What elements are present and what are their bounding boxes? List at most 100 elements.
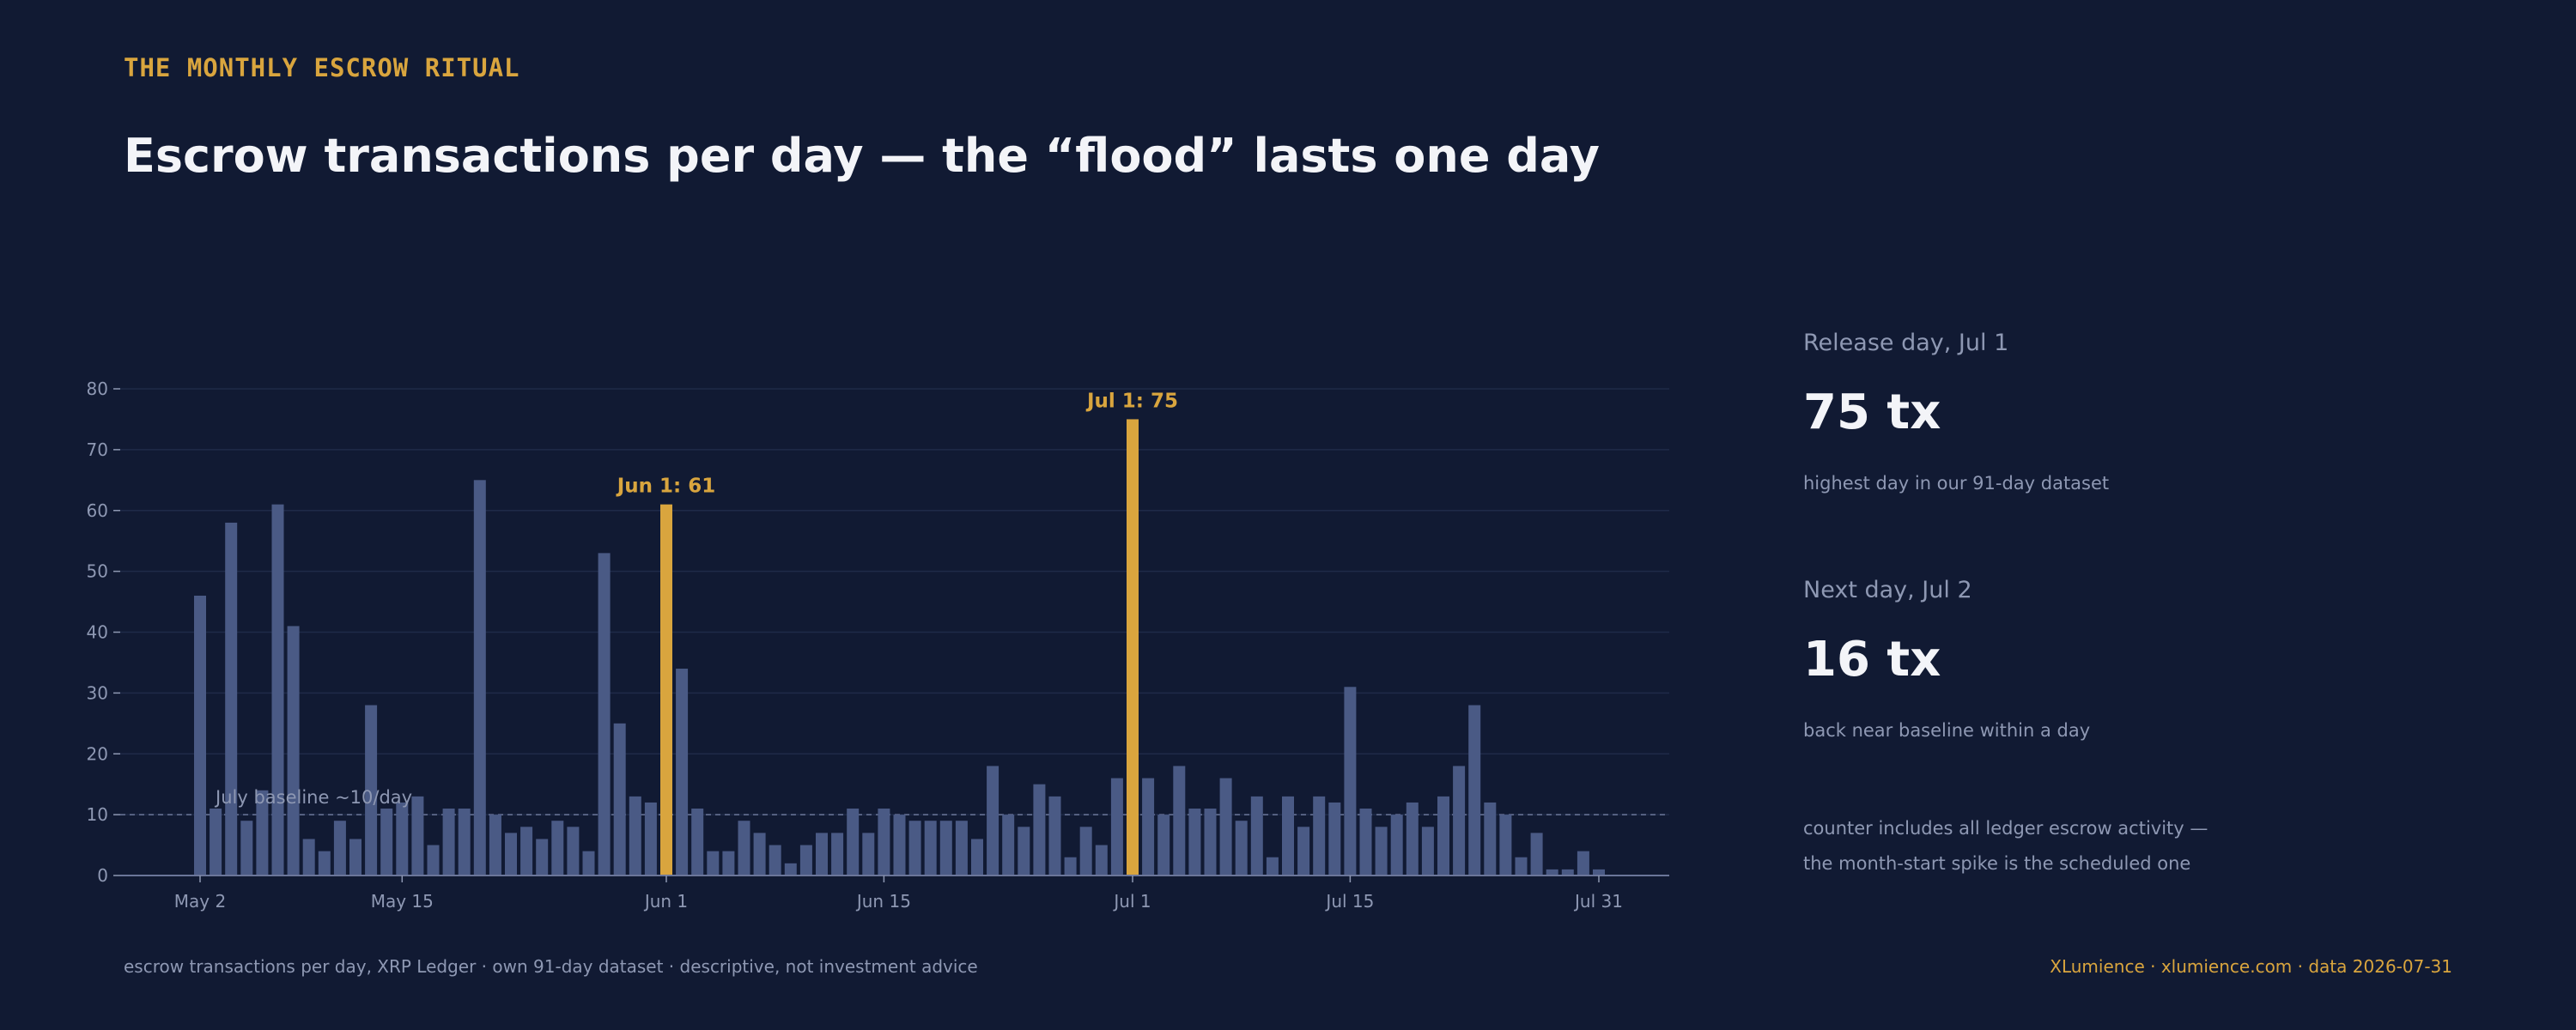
bar — [598, 553, 611, 876]
bar — [1577, 851, 1589, 876]
bar — [722, 851, 735, 876]
x-tick-label: Jun 1 — [643, 891, 688, 912]
bar — [1250, 796, 1263, 876]
footer-source: escrow transactions per day, XRP Ledger … — [124, 956, 978, 977]
bar — [1359, 809, 1372, 876]
bar — [489, 815, 501, 876]
bar — [1593, 869, 1605, 876]
bar — [1235, 821, 1248, 876]
bar — [1453, 766, 1466, 876]
y-tick-label: 50 — [87, 561, 108, 582]
y-tick-label: 0 — [97, 865, 108, 886]
bar — [1095, 845, 1108, 876]
bar — [769, 845, 781, 876]
stat1-label: Release day, Jul 1 — [1803, 330, 2009, 356]
bar — [629, 796, 641, 876]
bar — [396, 802, 409, 876]
bar — [1406, 802, 1419, 876]
bar — [893, 815, 906, 876]
bar — [225, 522, 238, 876]
bar — [567, 827, 580, 876]
x-tick-label: Jul 15 — [1324, 891, 1374, 912]
bar — [380, 809, 393, 876]
bar — [240, 821, 253, 876]
bar — [1484, 802, 1497, 876]
bar — [1328, 802, 1341, 876]
bar — [1344, 687, 1357, 876]
x-tick-label: Jun 15 — [855, 891, 911, 912]
bar — [955, 821, 968, 876]
bar — [1266, 857, 1279, 876]
bar — [831, 833, 844, 876]
bar — [1421, 827, 1434, 876]
bar — [1297, 827, 1310, 876]
bar — [707, 851, 720, 876]
bar — [1219, 778, 1232, 876]
bar — [505, 833, 517, 876]
baseline-label: July baseline ~10/day — [214, 787, 412, 808]
bar — [442, 809, 455, 876]
bar — [333, 821, 346, 876]
stat2-label: Next day, Jul 2 — [1803, 577, 1972, 603]
bar — [1142, 778, 1155, 876]
bar — [816, 833, 828, 876]
bar — [691, 809, 704, 876]
note-line-1: counter includes all ledger escrow activ… — [1803, 818, 2208, 839]
bar — [1375, 827, 1388, 876]
bar — [1282, 796, 1294, 876]
bar — [520, 827, 533, 876]
x-tick-label: May 2 — [174, 891, 226, 912]
note-line-2: the month-start spike is the scheduled o… — [1803, 853, 2191, 874]
bar — [908, 821, 921, 876]
x-tick-label: Jul 1 — [1112, 891, 1151, 912]
bar — [582, 851, 595, 876]
bar — [1390, 815, 1403, 876]
bar — [1048, 796, 1061, 876]
bar — [1002, 815, 1015, 876]
bar — [1530, 833, 1543, 876]
y-tick-label: 10 — [87, 804, 108, 825]
bar — [365, 705, 378, 876]
bar — [194, 595, 206, 876]
bar — [1064, 857, 1077, 876]
bar — [271, 504, 284, 876]
bar — [939, 821, 952, 876]
stat2-value: 16 tx — [1803, 632, 1941, 688]
bar — [210, 809, 222, 876]
bar — [878, 809, 890, 876]
bar — [847, 809, 860, 876]
bar — [676, 669, 689, 876]
bar — [536, 839, 549, 876]
y-tick-label: 20 — [87, 743, 108, 764]
y-tick-label: 70 — [87, 439, 108, 460]
bar — [1079, 827, 1092, 876]
y-tick-label: 60 — [87, 500, 108, 521]
bar — [971, 839, 983, 876]
x-tick-label: Jul 31 — [1573, 891, 1623, 912]
highlight-bar — [660, 504, 672, 876]
bar — [427, 845, 440, 876]
footer-credit: XLumience · xlumience.com · data 2026-07… — [2050, 956, 2452, 977]
y-tick-label: 80 — [87, 379, 108, 399]
bar — [987, 766, 999, 876]
bar — [1546, 869, 1558, 876]
bar — [1437, 796, 1449, 876]
bar — [458, 809, 471, 876]
bar — [924, 821, 937, 876]
bar — [302, 839, 315, 876]
bar — [613, 723, 626, 876]
bar — [1018, 827, 1030, 876]
page-title: Escrow transactions per day — the “flood… — [124, 129, 1600, 183]
bar — [738, 821, 750, 876]
highlight-annotation: Jul 1: 75 — [1085, 390, 1178, 412]
bar — [1313, 796, 1326, 876]
bar — [784, 863, 797, 876]
bar — [318, 851, 331, 876]
chart-kicker: THE MONTHLY ESCROW RITUAL — [124, 53, 520, 82]
bar — [551, 821, 564, 876]
bar — [1173, 766, 1186, 876]
bar — [799, 845, 812, 876]
bar — [1188, 809, 1201, 876]
bar — [1515, 857, 1528, 876]
